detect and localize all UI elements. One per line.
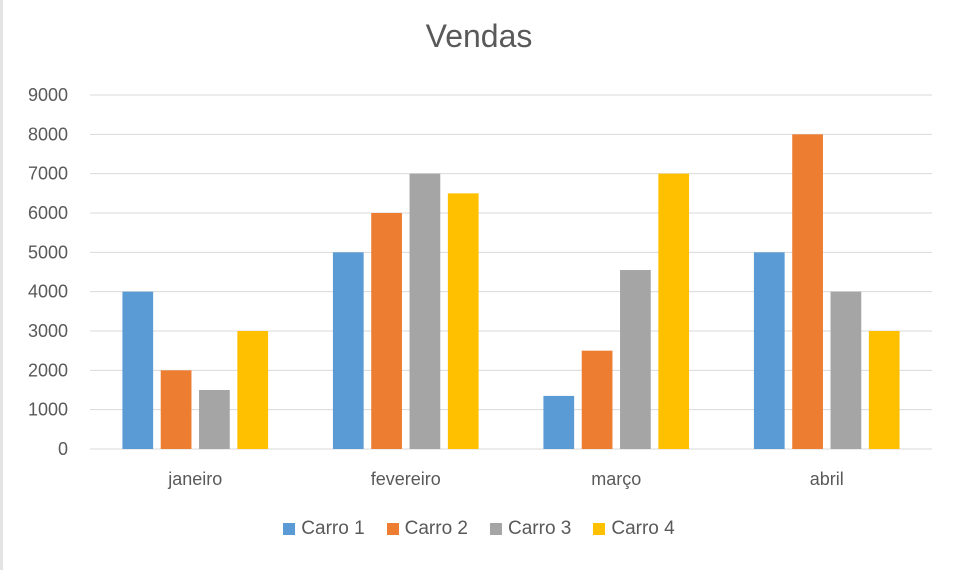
- bar: [122, 291, 154, 449]
- legend-item: Carro 3: [490, 518, 571, 540]
- y-tick-label: 6000: [28, 203, 68, 223]
- legend-swatch: [490, 523, 502, 535]
- legend-label: Carro 1: [301, 518, 365, 539]
- legend-item: Carro 1: [283, 518, 365, 540]
- x-tick-label: março: [591, 469, 641, 489]
- bar: [447, 193, 479, 449]
- bar: [868, 331, 900, 449]
- bar: [409, 173, 441, 449]
- y-tick-label: 7000: [28, 164, 68, 184]
- bar: [543, 395, 575, 449]
- chart-title: Vendas: [425, 18, 533, 54]
- legend-label: Carro 2: [404, 518, 468, 539]
- y-tick-label: 4000: [28, 282, 68, 302]
- bar: [581, 350, 613, 449]
- y-tick-label: 2000: [28, 360, 68, 380]
- legend-swatch: [386, 523, 399, 535]
- x-tick-label: abril: [810, 469, 844, 489]
- legend-item: Carro 4: [593, 518, 675, 540]
- bar: [792, 134, 823, 450]
- bar: [160, 370, 192, 449]
- y-tick-label: 1000: [28, 400, 68, 420]
- bar: [830, 291, 862, 449]
- bar: [658, 173, 690, 449]
- bar: [237, 331, 269, 449]
- y-tick-label: 8000: [28, 124, 68, 144]
- y-tick-label: 3000: [28, 321, 68, 341]
- bar: [371, 213, 402, 449]
- legend-swatch: [283, 523, 296, 535]
- bar: [199, 390, 230, 449]
- legend-item: Carro 2: [386, 518, 468, 540]
- x-tick-label: fevereiro: [371, 469, 441, 489]
- bar: [753, 252, 785, 449]
- left-border: [0, 0, 3, 570]
- bar: [620, 270, 651, 449]
- x-tick-label: janeiro: [167, 469, 222, 489]
- legend: Carro 1 Carro 2 Carro 3 Carro 4: [0, 518, 958, 540]
- y-tick-label: 5000: [28, 242, 68, 262]
- y-tick-label: 9000: [28, 85, 68, 105]
- legend-label: Carro 4: [611, 518, 675, 539]
- bar: [332, 252, 364, 449]
- legend-label: Carro 3: [508, 518, 572, 539]
- y-tick-label: 0: [58, 439, 68, 459]
- legend-swatch: [593, 523, 606, 535]
